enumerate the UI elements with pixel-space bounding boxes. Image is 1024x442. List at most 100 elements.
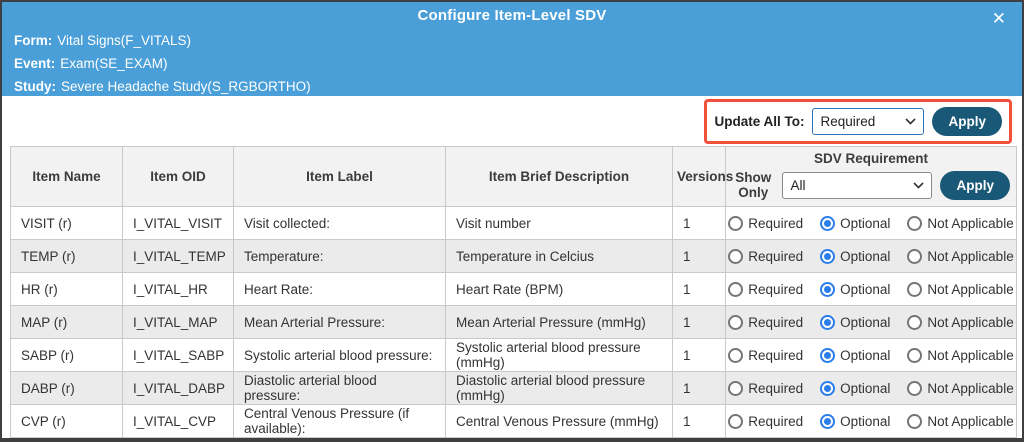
radio-option-not-applicable[interactable]: Not Applicable bbox=[907, 248, 1014, 264]
item-oid-cell: I_VITAL_MAP bbox=[122, 305, 234, 339]
radio-not-applicable-label[interactable]: Not Applicable bbox=[927, 248, 1014, 264]
radio-option-optional[interactable]: Optional bbox=[820, 314, 891, 330]
radio-required-label[interactable]: Required bbox=[748, 413, 804, 429]
radio-optional-icon[interactable] bbox=[820, 413, 836, 429]
item-name-cell: HR (r) bbox=[10, 272, 123, 306]
update-all-select[interactable]: Required bbox=[812, 107, 925, 135]
dialog-header: Configure Item-Level SDV ✕ Form: Vital Si… bbox=[2, 2, 1022, 96]
radio-required-icon[interactable] bbox=[728, 215, 744, 231]
sdv-cell: Required Optional Not Applicable bbox=[725, 239, 1017, 273]
radio-optional-label[interactable]: Optional bbox=[840, 314, 891, 330]
item-name-cell: TEMP (r) bbox=[10, 239, 123, 273]
radio-required-label[interactable]: Required bbox=[748, 314, 804, 330]
radio-option-required[interactable]: Required bbox=[728, 215, 804, 231]
radio-option-required[interactable]: Required bbox=[728, 347, 804, 363]
col-header-versions: Versions bbox=[672, 146, 733, 207]
item-label-cell: Visit collected: bbox=[233, 206, 446, 240]
radio-optional-icon[interactable] bbox=[820, 215, 836, 231]
radio-not-applicable-label[interactable]: Not Applicable bbox=[927, 314, 1014, 330]
event-label: Event: bbox=[14, 56, 56, 71]
table-row: SABP (r) I_VITAL_SABP Systolic arterial … bbox=[10, 338, 1017, 372]
item-oid-cell: I_VITAL_TEMP bbox=[122, 239, 234, 273]
item-oid-cell: I_VITAL_CVP bbox=[122, 404, 234, 438]
items-table: Item Name Item OID Item Label Item Brief… bbox=[10, 146, 1017, 438]
radio-not-applicable-icon[interactable] bbox=[907, 314, 923, 330]
radio-required-label[interactable]: Required bbox=[748, 380, 804, 396]
radio-optional-label[interactable]: Optional bbox=[840, 413, 891, 429]
radio-option-optional[interactable]: Optional bbox=[820, 281, 891, 297]
sdv-cell: Required Optional Not Applicable bbox=[725, 206, 1017, 240]
radio-not-applicable-label[interactable]: Not Applicable bbox=[927, 413, 1014, 429]
radio-required-icon[interactable] bbox=[728, 413, 744, 429]
radio-option-not-applicable[interactable]: Not Applicable bbox=[907, 314, 1014, 330]
radio-required-label[interactable]: Required bbox=[748, 248, 804, 264]
radio-optional-label[interactable]: Optional bbox=[840, 281, 891, 297]
item-desc-cell: Heart Rate (BPM) bbox=[445, 272, 673, 306]
sdv-radio-group: Required Optional Not Applicable bbox=[728, 347, 1014, 363]
radio-option-optional[interactable]: Optional bbox=[820, 413, 891, 429]
col-header-sdv-requirement: SDV Requirement Show Only All Apply bbox=[725, 146, 1017, 207]
radio-option-optional[interactable]: Optional bbox=[820, 380, 891, 396]
radio-required-icon[interactable] bbox=[728, 347, 744, 363]
radio-not-applicable-icon[interactable] bbox=[907, 215, 923, 231]
radio-optional-label[interactable]: Optional bbox=[840, 215, 891, 231]
item-name-cell: CVP (r) bbox=[10, 404, 123, 438]
radio-required-label[interactable]: Required bbox=[748, 215, 804, 231]
radio-option-not-applicable[interactable]: Not Applicable bbox=[907, 281, 1014, 297]
radio-optional-icon[interactable] bbox=[820, 314, 836, 330]
radio-option-optional[interactable]: Optional bbox=[820, 347, 891, 363]
radio-option-required[interactable]: Required bbox=[728, 380, 804, 396]
sdv-cell: Required Optional Not Applicable bbox=[725, 338, 1017, 372]
versions-cell: 1 bbox=[672, 206, 726, 240]
radio-option-not-applicable[interactable]: Not Applicable bbox=[907, 347, 1014, 363]
radio-optional-label[interactable]: Optional bbox=[840, 347, 891, 363]
radio-optional-icon[interactable] bbox=[820, 281, 836, 297]
radio-not-applicable-label[interactable]: Not Applicable bbox=[927, 347, 1014, 363]
item-name-cell: SABP (r) bbox=[10, 338, 123, 372]
radio-not-applicable-label[interactable]: Not Applicable bbox=[927, 380, 1014, 396]
radio-not-applicable-icon[interactable] bbox=[907, 413, 923, 429]
radio-required-icon[interactable] bbox=[728, 248, 744, 264]
sdv-cell: Required Optional Not Applicable bbox=[725, 272, 1017, 306]
radio-option-required[interactable]: Required bbox=[728, 281, 804, 297]
radio-not-applicable-icon[interactable] bbox=[907, 248, 923, 264]
radio-option-required[interactable]: Required bbox=[728, 413, 804, 429]
event-value: Exam(SE_EXAM) bbox=[60, 56, 168, 71]
radio-required-icon[interactable] bbox=[728, 281, 744, 297]
radio-optional-label[interactable]: Optional bbox=[840, 380, 891, 396]
item-name-cell: DABP (r) bbox=[10, 371, 123, 405]
sdv-cell: Required Optional Not Applicable bbox=[725, 371, 1017, 405]
radio-option-not-applicable[interactable]: Not Applicable bbox=[907, 380, 1014, 396]
radio-optional-label[interactable]: Optional bbox=[840, 248, 891, 264]
show-only-selected-value: All bbox=[790, 177, 806, 193]
show-only-apply-button[interactable]: Apply bbox=[940, 170, 1010, 200]
radio-required-label[interactable]: Required bbox=[748, 281, 804, 297]
event-line: Event: Exam(SE_EXAM) bbox=[14, 52, 1010, 75]
radio-option-not-applicable[interactable]: Not Applicable bbox=[907, 215, 1014, 231]
update-all-apply-button[interactable]: Apply bbox=[932, 106, 1002, 136]
radio-required-icon[interactable] bbox=[728, 314, 744, 330]
table-row: TEMP (r) I_VITAL_TEMP Temperature: Tempe… bbox=[10, 239, 1017, 273]
radio-option-optional[interactable]: Optional bbox=[820, 215, 891, 231]
radio-not-applicable-icon[interactable] bbox=[907, 347, 923, 363]
radio-required-icon[interactable] bbox=[728, 380, 744, 396]
radio-required-label[interactable]: Required bbox=[748, 347, 804, 363]
radio-optional-icon[interactable] bbox=[820, 347, 836, 363]
item-oid-cell: I_VITAL_VISIT bbox=[122, 206, 234, 240]
radio-option-required[interactable]: Required bbox=[728, 314, 804, 330]
radio-not-applicable-label[interactable]: Not Applicable bbox=[927, 215, 1014, 231]
radio-option-not-applicable[interactable]: Not Applicable bbox=[907, 413, 1014, 429]
radio-optional-icon[interactable] bbox=[820, 248, 836, 264]
radio-not-applicable-icon[interactable] bbox=[907, 380, 923, 396]
versions-cell: 1 bbox=[672, 272, 726, 306]
radio-not-applicable-label[interactable]: Not Applicable bbox=[927, 281, 1014, 297]
radio-option-required[interactable]: Required bbox=[728, 248, 804, 264]
radio-not-applicable-icon[interactable] bbox=[907, 281, 923, 297]
item-desc-cell: Systolic arterial blood pressure (mmHg) bbox=[445, 338, 673, 372]
radio-optional-icon[interactable] bbox=[820, 380, 836, 396]
show-only-select[interactable]: All bbox=[782, 171, 933, 199]
close-icon[interactable]: ✕ bbox=[991, 9, 1006, 28]
radio-option-optional[interactable]: Optional bbox=[820, 248, 891, 264]
versions-cell: 1 bbox=[672, 239, 726, 273]
item-desc-cell: Visit number bbox=[445, 206, 673, 240]
